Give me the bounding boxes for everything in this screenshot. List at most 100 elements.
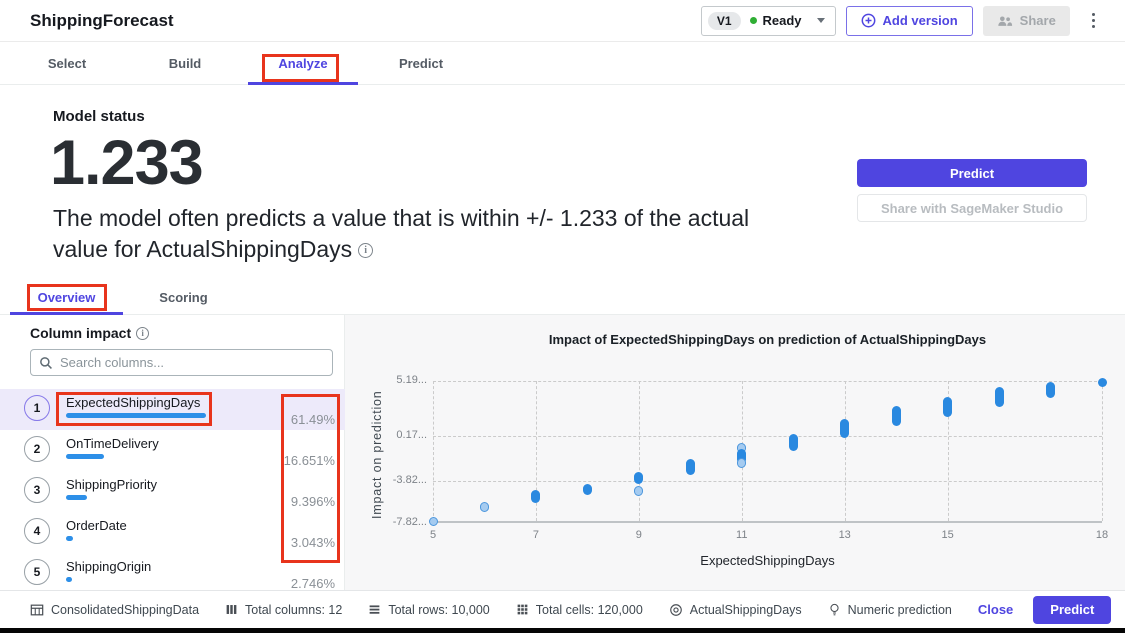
dataset-stat: Numeric prediction (828, 603, 952, 617)
description-line-1: The model often predicts a value that is… (53, 205, 750, 231)
tab-predict[interactable]: Predict (398, 55, 444, 71)
scatter-point (479, 501, 489, 512)
subtab-overview[interactable]: Overview (8, 281, 125, 315)
x-gridline (433, 381, 434, 521)
scatter-point (531, 490, 541, 504)
dataset-stat-label: Total cells: 120,000 (535, 602, 643, 617)
column-name: ShippingPriority (66, 477, 158, 492)
column-impact-row[interactable]: 1 ExpectedShippingDays 61.49% (0, 389, 345, 430)
dataset-stat: Total rows: 10,000 (368, 602, 490, 617)
search-box[interactable] (30, 349, 333, 376)
x-tick-label: 18 (1095, 529, 1109, 541)
predict-button-footer[interactable]: Predict (1033, 595, 1112, 624)
column-impact-list: 1 ExpectedShippingDays 61.49% 2 OnTimeDelive… (0, 389, 345, 590)
dataset-stat: Total columns: 12 (225, 603, 342, 617)
column-name: ShippingOrigin (66, 559, 152, 574)
x-tick-label: 7 (532, 529, 539, 541)
people-icon (998, 15, 1012, 26)
kebab-menu-icon[interactable] (1084, 7, 1103, 34)
x-tick-label: 13 (838, 529, 851, 541)
scatter-point (737, 448, 747, 464)
cells-icon (516, 603, 529, 616)
search-columns-input[interactable] (60, 355, 324, 370)
dataset-stat: ActualShippingDays (669, 603, 802, 617)
window-bottom-edge (0, 628, 1125, 633)
top-bar-actions: V1 Ready Add version (700, 5, 1103, 36)
page-title: ShippingForecast (30, 10, 174, 30)
scatter-point (1046, 381, 1056, 398)
y-tick-label: 5.19... (396, 374, 427, 386)
impact-percent: 61.49% (290, 412, 335, 427)
share-sagemaker-studio-button[interactable]: Share with SageMaker Studio (857, 194, 1087, 222)
impact-bar (66, 454, 104, 459)
y-tick-label: 0.17... (396, 429, 427, 442)
x-gridline (535, 381, 537, 521)
plus-circle-icon (861, 13, 875, 28)
column-impact-row[interactable]: 3 ShippingPriority 9.396% (0, 471, 345, 512)
impact-chart-panel: Impact of ExpectedShippingDays on predic… (345, 315, 1125, 590)
y-gridline (433, 436, 1102, 438)
scatter-point (737, 457, 747, 468)
impact-percent: 9.396% (290, 494, 335, 509)
x-tick-label: 5 (429, 529, 437, 541)
tab-select[interactable]: Select (47, 55, 87, 71)
dataset-stat-label: Total rows: 10,000 (388, 602, 490, 617)
top-bar: ShippingForecast V1 Ready Add version (0, 0, 1125, 42)
dataset-stat: ConsolidatedShippingData (30, 603, 199, 617)
search-icon (40, 356, 52, 369)
share-label: Share (1019, 13, 1056, 28)
add-version-label: Add version (882, 13, 958, 28)
dataset-stat-label: Total columns: 12 (245, 602, 343, 617)
tab-build[interactable]: Build (168, 55, 202, 71)
y-gridline (433, 480, 1102, 482)
version-selector[interactable]: V1 Ready (700, 5, 836, 36)
info-icon[interactable]: i (358, 243, 374, 259)
dataset-stat-label: ConsolidatedShippingData (51, 602, 200, 617)
column-impact-row[interactable]: 4 OrderDate 3.043% (0, 512, 345, 553)
chart-x-axis-label: ExpectedShippingDays (700, 553, 835, 568)
impact-bar (66, 536, 73, 541)
x-tick-label: 11 (736, 529, 748, 541)
description-line-2: value for ActualShippingDays i (53, 234, 749, 265)
scatter-point (428, 516, 438, 526)
scatter-point (634, 486, 644, 497)
column-impact-title: Column impact i (30, 325, 150, 341)
scatter-point (634, 472, 644, 485)
subtab-scoring[interactable]: Scoring (159, 290, 208, 305)
scatter-point (582, 483, 592, 495)
close-button[interactable]: Close (977, 602, 1014, 617)
lightbulb-icon (828, 603, 841, 617)
y-tick-label: -7.82... (392, 516, 427, 528)
impact-percent: 2.746% (290, 576, 335, 590)
impact-percent: 16.651% (283, 453, 335, 468)
x-gridline (1102, 381, 1103, 521)
tab-analyze[interactable]: Analyze (244, 42, 362, 85)
predict-button[interactable]: Predict (857, 159, 1087, 187)
model-status-section: Model status 1.233 The model often predi… (0, 85, 1125, 281)
column-name: OnTimeDelivery (66, 436, 159, 451)
dataset-stat-label: ActualShippingDays (689, 602, 802, 617)
rank-badge: 4 (24, 518, 50, 544)
x-tick-label: 9 (635, 529, 642, 541)
ready-status-icon (749, 17, 757, 24)
columns-icon (225, 603, 238, 616)
scatter-point (943, 397, 953, 418)
x-gridline (638, 381, 640, 521)
share-button[interactable]: Share (982, 5, 1070, 36)
column-impact-row[interactable]: 2 OnTimeDelivery 16.651% (0, 430, 345, 471)
dataset-status-bar: ConsolidatedShippingData Total columns: 1… (0, 590, 1125, 628)
impact-percent: 3.043% (290, 535, 335, 550)
rank-badge: 1 (24, 395, 50, 421)
add-version-button[interactable]: Add version (845, 5, 973, 36)
dataset-stat: Total cells: 120,000 (516, 603, 643, 617)
impact-bar (66, 577, 72, 582)
table-icon (30, 603, 44, 617)
info-icon[interactable]: i (136, 326, 150, 340)
rank-badge: 5 (24, 559, 50, 585)
y-gridline (433, 381, 1102, 382)
scatter-plot-area: 5 7 9 11 13 15 18 5.19... 0.17... -3.82... -7.82..… (393, 374, 1108, 541)
column-impact-row[interactable]: 5 ShippingOrigin 2.746% (0, 553, 345, 590)
